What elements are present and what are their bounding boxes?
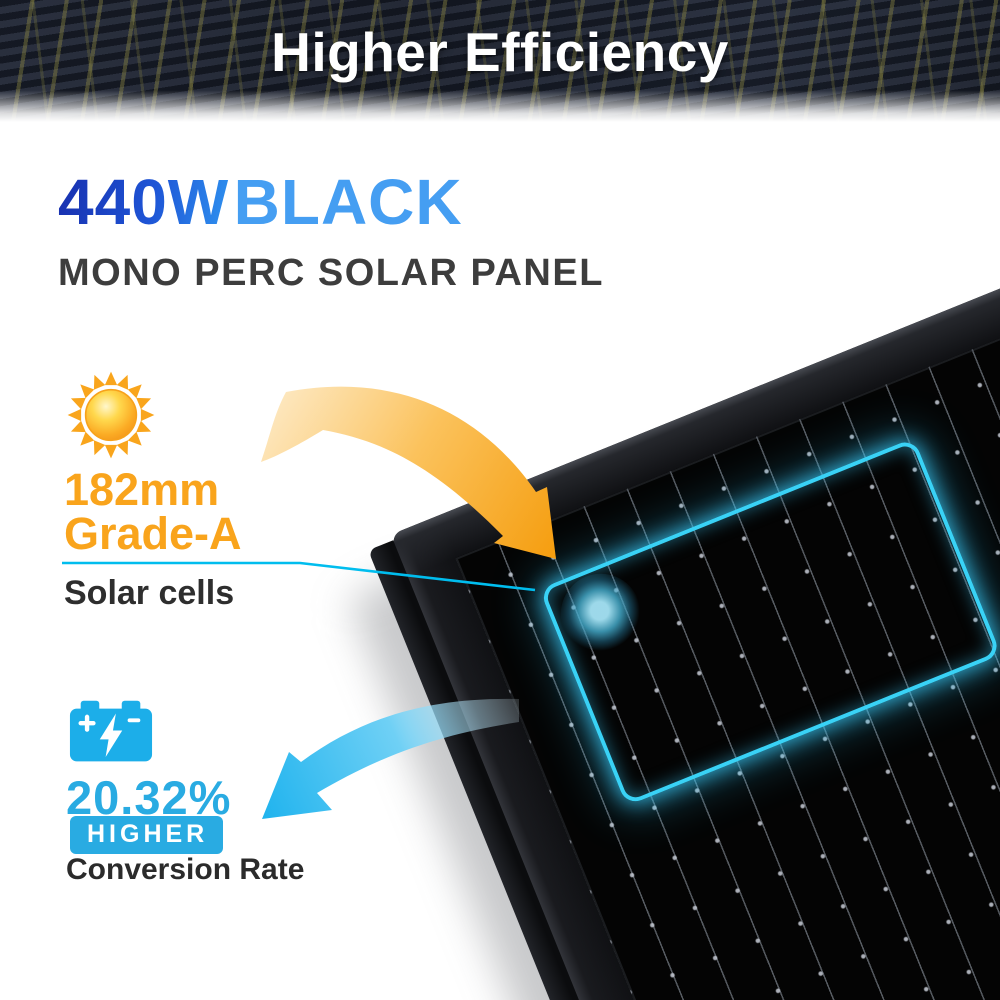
wattage-text: 440W <box>58 166 230 238</box>
cells-size-text: 182mm Grade-A <box>64 464 242 559</box>
headline: 440W BLACK <box>58 170 463 234</box>
conversion-badge: HIGHER <box>70 816 224 854</box>
subtitle-text: MONO PERC SOLAR PANEL <box>58 252 604 294</box>
battery-bolt-icon <box>68 700 154 771</box>
variant-text: BLACK <box>233 166 463 238</box>
conversion-value: 20.32% <box>66 771 232 824</box>
conversion-label: Conversion Rate <box>66 853 305 886</box>
solar-farm-banner: Higher Efficiency <box>0 0 1000 122</box>
cells-label: Solar cells <box>64 574 235 612</box>
cells-size-value: 182mm <box>64 464 220 515</box>
banner-title: Higher Efficiency <box>271 21 729 83</box>
sun-icon <box>66 370 156 465</box>
cells-grade-value: Grade-A <box>64 508 242 559</box>
